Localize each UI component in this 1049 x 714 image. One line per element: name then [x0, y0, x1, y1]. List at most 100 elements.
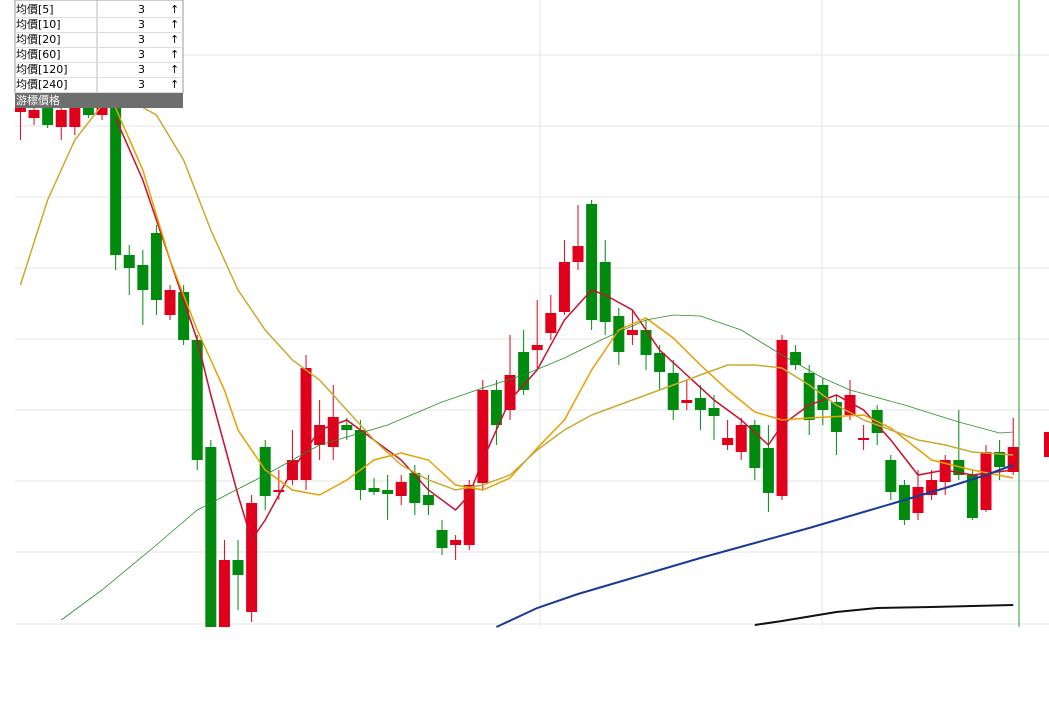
- candle-body: [382, 490, 394, 494]
- candle-body: [55, 110, 67, 127]
- candle-body: [545, 313, 557, 333]
- candle-body: [1007, 447, 1019, 472]
- legend-label: 均價[60]: [16, 47, 61, 61]
- candle-body: [640, 330, 652, 355]
- candle-body: [436, 530, 448, 548]
- candle-body: [150, 233, 162, 300]
- legend-readout: 3: [138, 3, 145, 16]
- ma-line: [114, 117, 1014, 542]
- legend-label: 均價[5]: [16, 2, 54, 16]
- price-tag: [1044, 432, 1049, 457]
- legend-label: 均價[20]: [16, 32, 61, 46]
- candle-body: [327, 417, 339, 447]
- candle-body: [450, 540, 462, 545]
- candle-body: [314, 425, 326, 445]
- candle-body: [110, 108, 122, 255]
- moving-averages: [19, 99, 1014, 628]
- grid: [15, 0, 1049, 627]
- candle-body: [490, 390, 502, 425]
- candle-body: [613, 316, 625, 352]
- candle-body: [218, 560, 230, 627]
- candle-body: [368, 488, 380, 492]
- candle-body: [69, 105, 81, 127]
- candle-body: [708, 408, 720, 416]
- candle-body: [762, 448, 774, 493]
- legend-readout: 3: [138, 18, 145, 31]
- ma-line: [495, 464, 1014, 628]
- candle-body: [191, 340, 203, 460]
- candle-body: [232, 560, 244, 575]
- candle-body: [14, 108, 26, 112]
- candle-body: [409, 473, 421, 503]
- candle-body: [898, 485, 910, 520]
- candle-body: [504, 375, 516, 410]
- legend-label: 均價[240]: [16, 77, 68, 91]
- candle-body: [558, 262, 570, 312]
- legend-trend: ↑: [170, 48, 179, 61]
- legend-readout: 3: [138, 33, 145, 46]
- candle-body: [422, 495, 434, 505]
- candle-body: [82, 105, 94, 115]
- legend-label: 均價[120]: [16, 62, 68, 76]
- cursor-label: 游標價格: [16, 93, 60, 107]
- candle-body: [28, 110, 40, 118]
- legend-label: 均價[10]: [16, 17, 61, 31]
- candle-body: [164, 290, 176, 315]
- candle-body: [980, 452, 992, 510]
- candle-body: [776, 340, 788, 496]
- candle-body: [205, 447, 217, 627]
- candle-body: [531, 345, 543, 350]
- candle-body: [354, 430, 366, 490]
- candle-body: [137, 265, 149, 290]
- candle-body: [395, 482, 407, 496]
- candle-body: [912, 487, 924, 513]
- candle-body: [586, 204, 598, 320]
- candle-body: [885, 460, 897, 492]
- candle-body: [803, 373, 815, 420]
- candle-body: [96, 105, 108, 115]
- candle-body: [273, 490, 285, 492]
- candle-body: [722, 438, 734, 445]
- candle-body: [518, 352, 530, 390]
- candle-body: [626, 330, 638, 335]
- legend-readout: 3: [138, 78, 145, 91]
- candle-body: [939, 460, 951, 482]
- candle-body: [953, 460, 965, 475]
- candle-body: [259, 447, 271, 496]
- ma-line: [60, 314, 1014, 621]
- candle-body: [817, 385, 829, 410]
- candle-body: [572, 246, 584, 262]
- candle-body: [790, 352, 802, 365]
- candle-body: [926, 480, 938, 495]
- legend-trend: ↑: [170, 78, 179, 91]
- candle-body: [599, 262, 611, 322]
- legend-readout: 3: [138, 48, 145, 61]
- candle-body: [858, 438, 870, 440]
- candles: [14, 95, 1019, 627]
- candle-body: [681, 400, 693, 403]
- legend-readout: 3: [138, 63, 145, 76]
- ma-line: [754, 604, 1014, 626]
- ma-line: [19, 99, 1014, 491]
- candle-body: [463, 485, 475, 545]
- candle-body: [994, 452, 1006, 467]
- candle-body: [844, 395, 856, 415]
- candle-body: [178, 292, 190, 340]
- candle-body: [667, 373, 679, 410]
- legend-trend: ↑: [170, 18, 179, 31]
- legend-trend: ↑: [170, 63, 179, 76]
- candle-body: [735, 425, 747, 452]
- legend-trend: ↑: [170, 3, 179, 16]
- candle-body: [477, 390, 489, 483]
- candle-body: [300, 368, 312, 480]
- candle-body: [341, 425, 353, 430]
- cursor-row: [15, 93, 183, 108]
- candle-body: [749, 425, 761, 468]
- candle-body: [966, 475, 978, 518]
- candle-body: [654, 353, 666, 372]
- candle-body: [694, 398, 706, 410]
- candle-body: [246, 503, 258, 612]
- candle-body: [123, 255, 135, 268]
